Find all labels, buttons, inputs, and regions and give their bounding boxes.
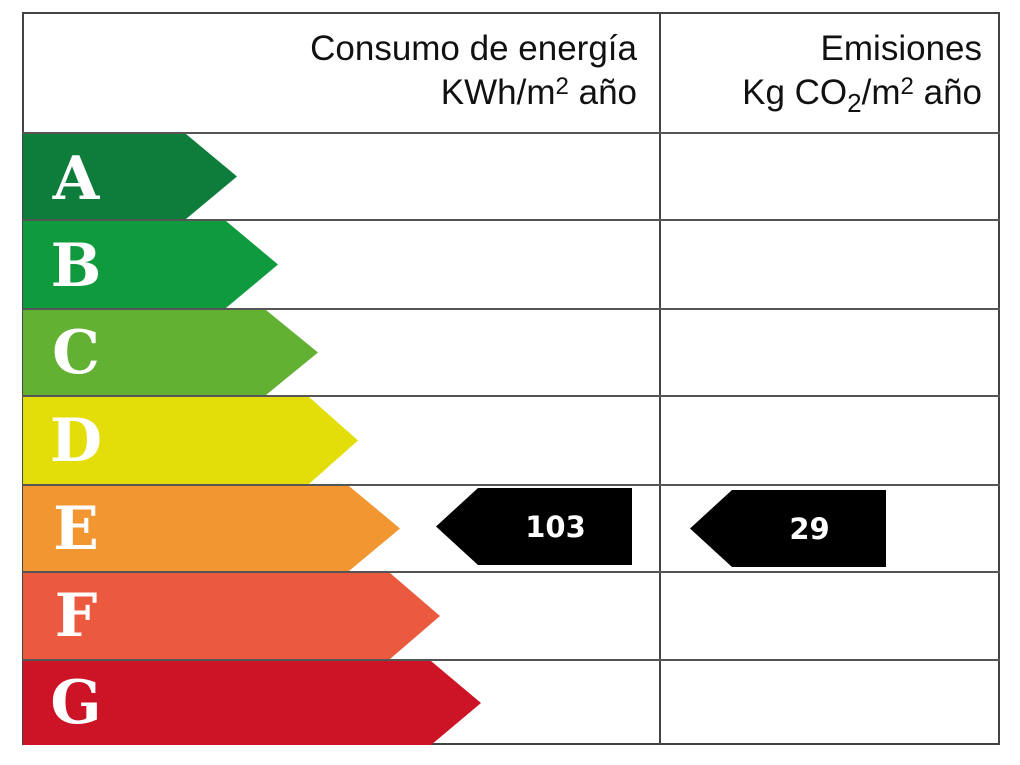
emissions-indicator-arrow: 29 [690, 490, 887, 567]
energy-indicator-arrow: 103 [436, 488, 633, 565]
row-divider [22, 571, 1000, 573]
energy-column-header: Consumo de energía KWh/m2 año [310, 27, 637, 115]
rating-bar-b [23, 221, 279, 308]
rating-letter-e: E [53, 494, 99, 564]
rating-bar-f [23, 573, 441, 659]
rating-letter-a: A [52, 144, 100, 214]
row-divider [22, 659, 1000, 661]
row-divider [22, 132, 1000, 134]
rating-letter-f: F [54, 581, 98, 651]
rating-bar-e [23, 486, 401, 571]
column-divider [659, 12, 661, 745]
rating-bar-d [23, 397, 359, 484]
rating-bar-g [23, 661, 482, 745]
row-divider [22, 484, 1000, 486]
energy-value: 103 [525, 509, 586, 544]
emissions-title: Emisiones [820, 29, 982, 68]
energy-title: Consumo de energía [310, 29, 637, 68]
row-divider [22, 395, 1000, 397]
rating-bar-c [23, 310, 319, 395]
rating-letter-b: B [50, 231, 102, 301]
emissions-column-header: Emisiones Kg CO2/m2 año [742, 27, 982, 118]
energy-unit: KWh/m2 año [440, 73, 637, 112]
row-divider [22, 308, 1000, 310]
rating-letter-g: G [50, 668, 102, 738]
emissions-value: 29 [789, 511, 830, 546]
rating-letter-d: D [49, 406, 103, 476]
emissions-unit: Kg CO2/m2 año [742, 73, 982, 118]
rating-bar-a [23, 134, 238, 219]
row-divider [22, 219, 1000, 221]
rating-letter-c: C [52, 318, 100, 388]
